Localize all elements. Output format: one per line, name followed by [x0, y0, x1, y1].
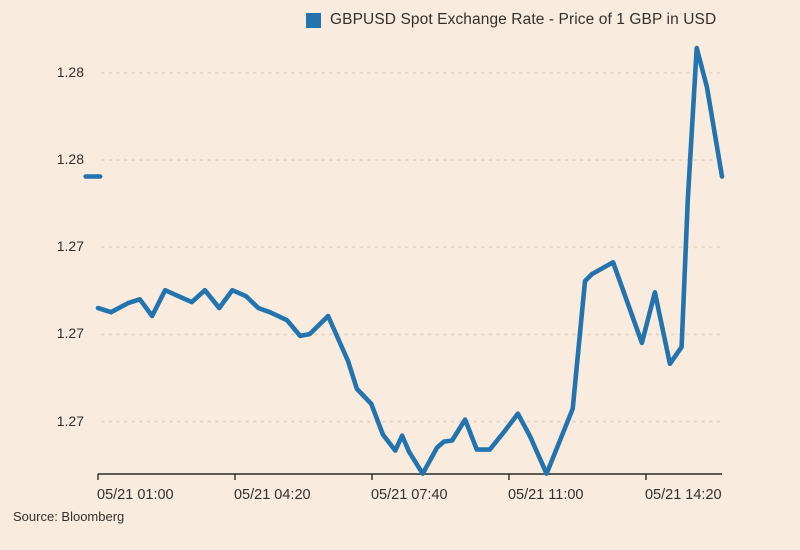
legend-swatch-icon — [306, 13, 321, 28]
x-tick-label: 05/21 07:40 — [370, 487, 448, 503]
x-tick-label: 05/21 11:00 — [507, 487, 584, 503]
y-tick-label: 1.27 — [56, 238, 84, 255]
chart-title: GBPUSD Spot Exchange Rate - Price of 1 G… — [330, 11, 717, 28]
x-tick-label: 05/21 04:20 — [233, 487, 311, 503]
y-tick-label: 1.27 — [56, 412, 84, 429]
y-tick-label: 1.28 — [56, 151, 84, 168]
x-tick-label: 05/21 14:20 — [644, 487, 722, 503]
y-tick-label: 1.28 — [56, 63, 84, 80]
series-GBPUSD Spot Exchange Rate - Price of 1 GBP in USD — [95, 45, 725, 477]
chart-legend: GBPUSD Spot Exchange Rate - Price of 1 G… — [306, 11, 716, 29]
x-tick-label: 05/21 01:00 — [97, 487, 174, 503]
source-label: Source: Bloomberg — [13, 509, 125, 524]
y-tick-label: 1.27 — [56, 325, 84, 342]
